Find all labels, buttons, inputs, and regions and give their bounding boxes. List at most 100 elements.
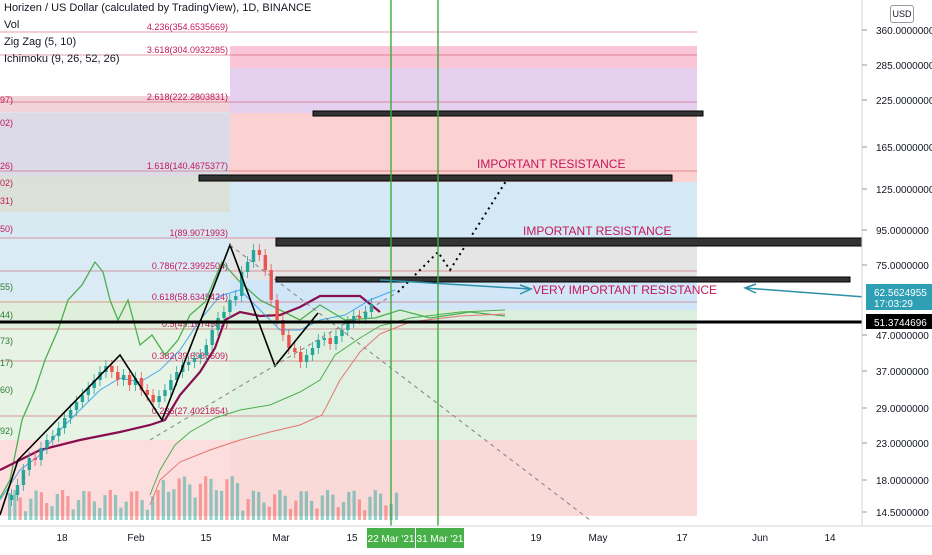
resistance-bar-1 (198, 174, 673, 182)
candle-body (352, 316, 356, 322)
x-tick-label-7: 17 (676, 533, 688, 544)
left-level-label-7: 44) (0, 310, 13, 320)
candle-body (198, 355, 203, 358)
y-tick-label-9: 37.0000000 (876, 367, 929, 378)
volume-bar (235, 483, 240, 520)
volume-bar (267, 506, 271, 520)
volume-bar (225, 479, 229, 520)
candle-body (322, 338, 326, 340)
volume-bar (357, 499, 361, 520)
price-badge-current-bg (866, 284, 932, 310)
volume-bar (384, 505, 388, 520)
price-axis-bg (862, 0, 932, 530)
resistance-bar-0 (312, 110, 704, 117)
candle-body (192, 358, 197, 362)
currency-badge[interactable]: USD (890, 5, 914, 23)
candle-body (358, 316, 362, 318)
fib-zone-0 (230, 0, 397, 46)
volume-bar (156, 490, 160, 520)
volume-bar (135, 490, 139, 520)
price-badge-support-bg (866, 314, 932, 329)
volume-bar (379, 493, 383, 520)
left-level-label-6: 55) (0, 282, 13, 292)
resistance-bar-2 (275, 237, 869, 247)
volume-bar (29, 498, 33, 520)
left-level-label-5: 50) (0, 224, 13, 234)
candle-body (316, 340, 321, 348)
zigzag-line (0, 242, 319, 516)
candle-body (310, 348, 315, 355)
candle-body (145, 390, 149, 395)
volume-bar (114, 494, 118, 520)
volume-bar (76, 500, 81, 520)
indicator-vol[interactable]: Vol (4, 19, 20, 31)
volume-bar (23, 511, 28, 520)
volume-bar (262, 502, 266, 520)
fib-zone-13 (0, 176, 230, 212)
fib-label-5: 0.786(72.3992504) (152, 261, 228, 271)
fib-zone-3 (230, 113, 697, 182)
y-tick-label-10: 29.0000000 (876, 404, 929, 415)
y-tick-label-2: 285.0000000 (876, 61, 932, 72)
fib-zone-1 (230, 46, 697, 68)
volume-bar (161, 479, 165, 520)
ichimoku-lagging-line (0, 260, 506, 499)
candle-body (110, 366, 114, 372)
volume-bar (188, 484, 192, 520)
candle-body (240, 272, 244, 296)
resistance-bar-3 (275, 276, 851, 283)
volume-bar (299, 491, 303, 520)
volume-bar (119, 507, 123, 520)
volume-bar (220, 490, 224, 520)
volume-bar (368, 496, 372, 520)
candle-body (169, 380, 173, 390)
candle-body (39, 448, 43, 460)
candle-body (133, 378, 138, 385)
volume-bar (283, 495, 287, 520)
date-marker-badge-0 (367, 528, 415, 548)
indicator-ichimoku[interactable]: Ichimoku (9, 26, 52, 26) (4, 53, 120, 65)
fib-zone-14 (0, 212, 230, 238)
arrow-line-left (379, 279, 531, 290)
volume-bar (273, 494, 277, 520)
left-level-label-8: 73) (0, 336, 13, 346)
fib-label-2: 2.618(222.2803831) (147, 92, 228, 102)
ichimoku-span-b (149, 313, 506, 506)
volume-bar (251, 490, 255, 520)
x-tick-label-0: 18 (56, 533, 68, 544)
chart-legend: Horizen / US Dollar (calculated by Tradi… (4, 0, 311, 68)
x-tick-label-6: May (589, 533, 608, 544)
volume-bar (177, 478, 181, 520)
y-tick-label-6: 95.0000000 (876, 226, 929, 237)
fib-label-6: 0.618(58.6349424) (152, 292, 228, 302)
fib-zone-15 (0, 238, 230, 300)
x-tick-label-1: Feb (127, 533, 145, 544)
left-level-label-3: 02) (0, 178, 13, 188)
left-level-label-1: 02) (0, 118, 13, 128)
candle-body (269, 270, 273, 300)
candle-body (346, 322, 350, 330)
y-tick-label-1: 360.0000000 (876, 26, 932, 37)
volume-bar (230, 476, 234, 520)
candle-body (304, 355, 309, 362)
volume-bar (320, 495, 324, 520)
symbol-title[interactable]: Horizen / US Dollar (calculated by Tradi… (4, 2, 312, 14)
volume-bar (315, 508, 319, 520)
volume-bar (92, 501, 96, 520)
volume-bar (167, 491, 171, 520)
volume-bar (98, 507, 102, 520)
candle-body (51, 436, 55, 440)
candle-body (251, 250, 256, 262)
candle-body (186, 362, 191, 365)
left-level-label-10: 60) (0, 385, 13, 395)
volume-bar (326, 490, 330, 520)
x-tick-label-2: 15 (200, 533, 212, 544)
indicator-zigzag[interactable]: Zig Zag (5, 10) (4, 36, 77, 48)
x-tick-label-4: 15 (346, 533, 358, 544)
candle-body (234, 296, 238, 300)
candle-body (57, 428, 61, 436)
fib-label-8: 0.382(39.6986609) (152, 351, 228, 361)
resistance-annotation-2: VERY IMPORTANT RESISTANCE (533, 283, 717, 297)
